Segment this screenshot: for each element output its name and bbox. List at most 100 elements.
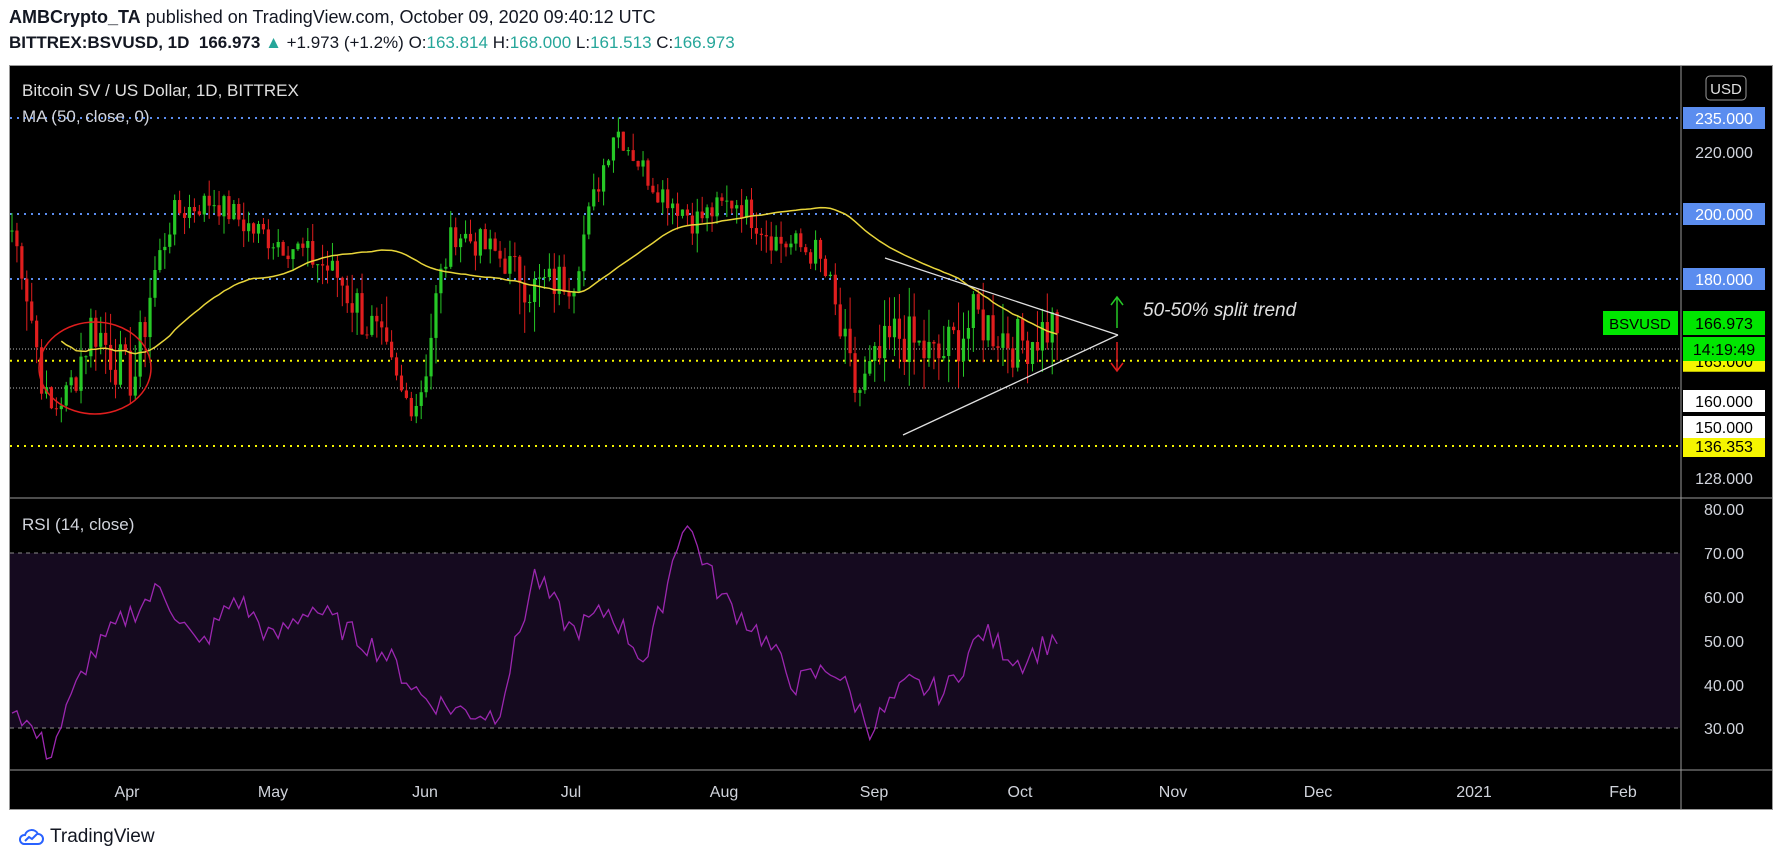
currency-button[interactable] [1705,75,1747,101]
candle-body [227,196,231,220]
candle-body [641,160,645,167]
candle-body [809,252,813,264]
candle-body [449,227,453,267]
candle-body [104,332,108,345]
candle-body [937,343,941,359]
candle-body [537,277,542,279]
close-value: 166.973 [673,33,735,52]
candle-body [952,326,956,331]
candle-body [754,228,759,234]
candle-body [685,209,690,216]
last-price: 166.973 [198,33,261,52]
price-level-tag-bg [1683,416,1765,438]
ma-legend[interactable]: MA (50, close, 0) [22,107,150,126]
price-level-tag-bg [1683,390,1765,412]
candle-body [251,223,256,234]
candle-body [789,243,793,248]
time-axis-tick: May [258,784,288,801]
candle-body [394,357,399,376]
candle-body [20,246,24,279]
time-axis-tick: Nov [1159,784,1187,801]
symbol-header: BITTREX:BSVUSD, 1D 166.973 ▲ +1.973 (+1.… [9,33,735,53]
candle-body [271,247,275,249]
pane-title: Bitcoin SV / US Dollar, 1D, BITTREX [22,81,299,100]
candle-body [360,293,364,335]
rsi-legend[interactable]: RSI (14, close) [22,515,134,534]
candle-body [64,385,68,406]
candle-body [863,373,867,391]
candle-body [306,241,310,248]
candle-body [764,235,768,237]
candle-body [1016,318,1020,368]
candle-body [118,344,123,385]
author-name[interactable]: AMBCrypto_TA [9,7,141,27]
open-label: O: [408,33,427,52]
candle-body [390,341,394,358]
candle-body [922,340,926,359]
high-label: H: [492,33,510,52]
candle-body [513,256,517,258]
candle-body [340,277,344,286]
candle-body [907,316,911,363]
price-level-tag: 180.000 [1695,272,1753,289]
candle-body [981,309,985,341]
candle-body [197,211,201,215]
last-price-tag [1683,311,1765,335]
footer-brand[interactable]: TradingView [50,826,155,847]
candle-body [463,233,468,239]
candle-body [700,211,704,219]
candle-body [621,131,625,151]
candle-body [577,271,581,292]
candle-body [123,344,127,351]
candle-body [784,243,788,248]
candle-body [1025,340,1030,364]
candle-body [483,229,487,250]
candle-body [966,328,971,339]
candle-body [291,249,295,260]
candle-body [399,375,404,391]
candle-body [202,195,206,215]
candle-body [892,318,897,338]
candle-body [725,200,729,202]
candle-body [626,150,630,152]
candle-body [503,258,507,274]
candle-body [917,340,921,343]
candle-body [94,317,98,347]
candle-body [523,282,527,303]
candle-body [947,326,951,356]
candle-body [128,350,132,396]
candle-body [493,238,497,251]
candle-body [542,277,547,279]
candle-body [345,285,349,304]
candle-body [222,196,226,217]
candle-body [602,165,606,192]
candle-body [409,397,413,417]
price-level-tag-bg [1683,435,1765,457]
candle-body [567,291,571,297]
candle-body [316,264,320,266]
candle-body [961,338,966,362]
candle-body [109,344,113,370]
candle-body [168,234,172,247]
candle-body [838,304,842,337]
candle-body [878,346,882,359]
candle-body [261,223,266,230]
candle-body [178,200,182,214]
candle-body [887,325,892,338]
candle-body [35,320,39,348]
candle-body [695,211,699,234]
candle-body [1006,333,1010,349]
candle-body [59,405,63,410]
rsi-axis-tick: 60.00 [1704,590,1744,607]
candle-body [404,390,408,398]
candle-body [498,250,502,259]
candle-body [710,207,714,217]
candle-body [868,361,872,374]
highlight-circle [38,321,152,415]
candle-body [39,347,44,394]
candle-body [25,278,29,302]
candle-body [143,322,147,338]
candle-body [1035,342,1040,351]
candle-body [212,205,216,207]
